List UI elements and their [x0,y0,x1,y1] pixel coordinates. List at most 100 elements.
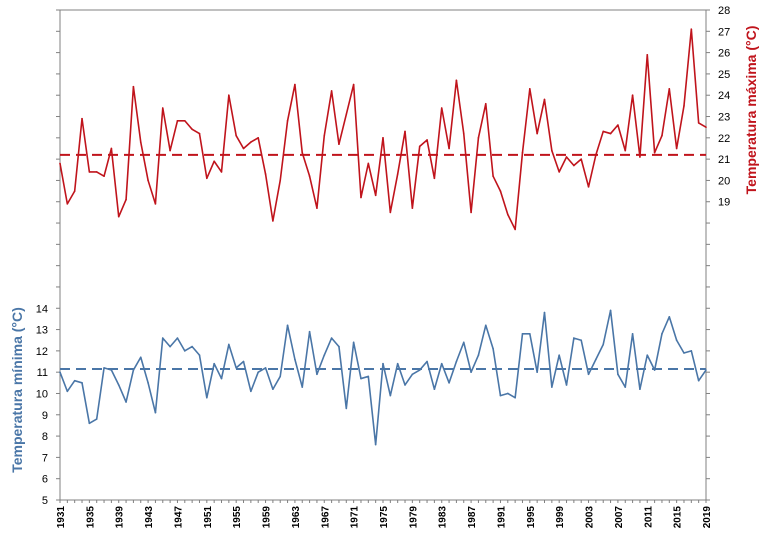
y-right-tick-label: 23 [718,112,730,124]
data-point-max [404,130,406,133]
data-point-min [661,333,663,335]
y-right-tick-label: 26 [718,48,730,60]
series-line-min [59,309,707,446]
data-point-max [477,137,480,139]
data-point-min [690,350,693,352]
y-left-tick-label: 6 [42,474,48,486]
data-point-min [668,315,671,318]
data-point-min [639,388,641,391]
y-left-tick-label: 7 [42,452,48,464]
x-tick-label: 1971 [350,506,361,529]
y-left-tick-label: 12 [36,346,48,358]
data-point-max [66,203,69,205]
right-axis-ticks: 19 20 21 22 23 24 25 26 27 28 [706,5,730,501]
data-point-max [573,164,575,167]
data-point-min [374,443,377,446]
data-point-max [184,119,186,122]
x-tick-label: 1931 [56,506,67,529]
data-point-min [154,411,157,414]
x-tick-label: 1979 [408,506,419,529]
data-point-min [125,401,127,403]
series-line-max [59,28,707,231]
data-point-min [602,343,605,346]
data-point-min [521,333,524,335]
x-tick-label: 1955 [232,506,243,529]
x-tick-label: 1967 [320,506,331,529]
data-point-max [624,149,627,152]
data-point-max [294,83,296,86]
data-point-min [330,337,333,339]
data-point-max [250,141,252,143]
data-point-max [235,134,237,137]
data-point-max [587,186,590,188]
data-point-max [690,28,693,30]
data-point-max [110,147,113,150]
data-point-max [492,175,494,177]
data-point-max [198,132,201,135]
data-point-max [705,126,707,128]
data-point-min [587,373,590,376]
data-point-max [301,151,304,154]
data-point-max [551,149,553,152]
data-point-min [242,360,245,363]
data-point-min [323,354,326,356]
data-point-min [631,333,634,335]
series-layer [59,28,707,446]
data-point-max [580,158,582,160]
data-point-max [206,177,208,180]
data-point-max [73,190,76,192]
data-point-min [543,311,546,314]
y-left-tick-label: 9 [42,410,48,422]
plot-area [59,9,707,501]
data-point-max [646,53,649,56]
data-point-max [367,162,370,165]
data-point-max [543,98,546,101]
data-point-max [382,137,384,139]
data-point-min [88,422,91,425]
x-tick-label: 1983 [438,506,449,529]
data-point-max [617,124,619,126]
data-point-max [286,119,289,122]
x-tick-label: 1939 [115,506,126,529]
data-point-max [507,213,509,216]
data-point-min [367,375,370,378]
data-point-max [132,85,135,88]
data-point-max [59,162,61,165]
x-tick-label: 2015 [673,506,684,529]
data-point-min [580,339,582,342]
data-point-max [360,196,362,199]
data-point-min [103,367,105,369]
data-point-min [455,360,458,363]
data-point-max [609,132,612,135]
data-point-min [462,341,465,344]
y-right-tick-label: 22 [718,133,730,145]
data-point-min [176,337,179,339]
data-point-max [529,88,531,90]
data-point-min [411,373,414,376]
data-point-max [433,177,436,180]
data-point-max [352,83,355,86]
data-point-max [139,141,142,143]
left-axis-ticks: 5 6 7 8 9 10 11 12 13 14 [36,9,60,507]
data-point-max [440,107,443,109]
data-point-max [147,179,149,182]
data-point-max [536,132,538,135]
data-point-min [477,354,480,356]
data-point-min [184,350,186,352]
data-point-min [264,367,267,369]
data-point-max [565,156,568,158]
y-left-tick-label: 5 [42,495,48,507]
data-point-max [418,145,421,148]
y-left-axis-title: Temperatura mínima (°C) [9,307,25,473]
data-point-max [161,107,164,109]
data-point-max [499,190,502,192]
x-tick-label: 1991 [496,506,507,529]
data-point-max [228,94,230,97]
data-point-max [213,160,215,163]
data-point-min [499,394,502,397]
data-point-max [470,211,472,214]
data-point-min [257,371,260,373]
data-point-min [59,371,61,373]
y-left-tick-label: 13 [36,325,48,337]
data-point-min [705,369,707,371]
